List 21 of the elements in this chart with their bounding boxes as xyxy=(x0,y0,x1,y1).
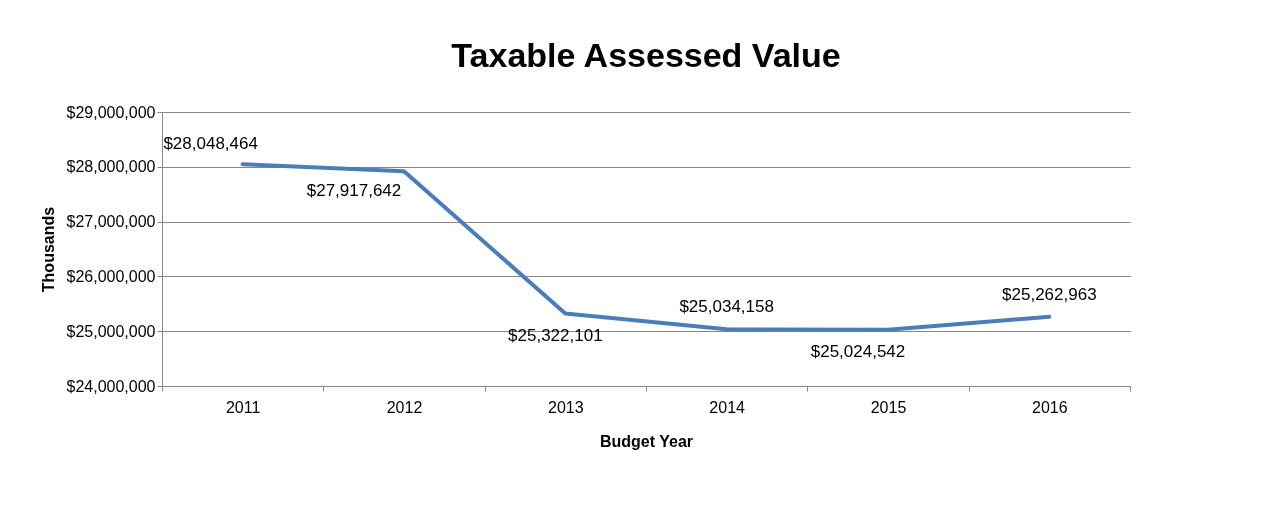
x-tick-label: 2013 xyxy=(548,398,584,416)
y-tick-label: $24,000,000 xyxy=(66,377,156,395)
y-tick-label: $28,000,000 xyxy=(66,158,156,176)
data-label: $25,322,101 xyxy=(508,325,603,345)
y-axis-title: Thousands xyxy=(39,206,57,293)
x-tick-label: 2012 xyxy=(386,398,423,416)
x-axis-title: Budget Year xyxy=(599,432,694,450)
x-tick-label: 2016 xyxy=(1032,398,1068,416)
chart-title: Taxable Assessed Value xyxy=(451,36,841,74)
data-label: $25,262,963 xyxy=(1002,284,1097,304)
data-label: $27,917,642 xyxy=(306,181,402,201)
data-label: $25,024,542 xyxy=(810,341,906,361)
x-tick-label: 2014 xyxy=(709,398,746,416)
data-label: $25,034,158 xyxy=(679,297,774,317)
x-tick-label: 2015 xyxy=(870,398,907,416)
y-tick-label: $26,000,000 xyxy=(66,267,156,285)
y-tick-label: $29,000,000 xyxy=(66,103,156,121)
x-tick-label: 2011 xyxy=(225,398,261,416)
y-tick-label: $25,000,000 xyxy=(66,322,156,340)
y-tick-label: $27,000,000 xyxy=(66,213,156,231)
data-label: $28,048,464 xyxy=(163,134,258,154)
